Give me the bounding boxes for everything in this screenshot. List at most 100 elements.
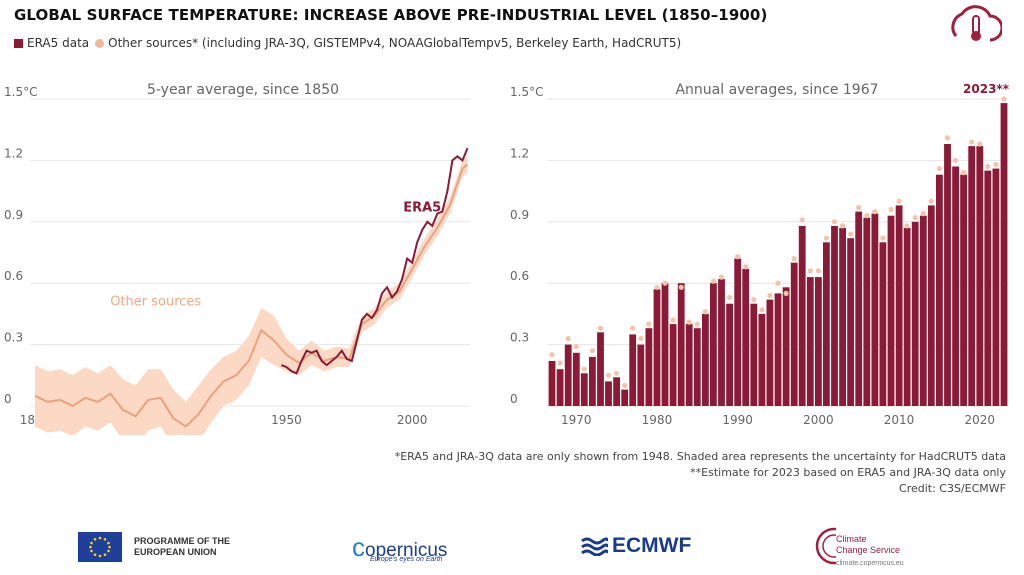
era5-bar bbox=[766, 299, 774, 406]
era5-bar bbox=[589, 356, 596, 406]
annotation-era5: ERA5 bbox=[403, 201, 441, 216]
other-sources-dot bbox=[622, 382, 628, 389]
other-sources-dot bbox=[944, 135, 951, 141]
other-sources-dot bbox=[961, 170, 967, 176]
era5-bar bbox=[580, 373, 588, 406]
other-sources-dot bbox=[581, 366, 587, 372]
era5-bar bbox=[726, 303, 733, 406]
other-sources-dot bbox=[904, 223, 910, 229]
other-sources-dot bbox=[654, 284, 660, 290]
era5-bar bbox=[936, 174, 943, 406]
other-sources-dot bbox=[840, 223, 846, 229]
annotation-2023: 2023** bbox=[963, 82, 1010, 96]
era5-bar bbox=[952, 166, 959, 406]
copernicus-tagline: Europe's eyes on Earth bbox=[370, 556, 443, 563]
other-sources-dot bbox=[686, 319, 692, 325]
chart2-y-tick-label: 0.6 bbox=[510, 269, 529, 283]
era5-bar bbox=[984, 170, 992, 406]
other-sources-dot bbox=[638, 335, 644, 342]
other-sources-dot bbox=[702, 309, 708, 315]
era5-bar bbox=[831, 225, 838, 406]
chart2-x-tick-label: 1980 bbox=[642, 413, 673, 427]
other-sources-dot bbox=[727, 294, 733, 301]
era5-bar bbox=[661, 283, 669, 406]
era5-bar bbox=[960, 174, 967, 406]
era5-bar bbox=[919, 215, 927, 406]
era5-bar bbox=[855, 211, 863, 406]
other-sources-dot bbox=[597, 325, 604, 331]
other-sources-dot bbox=[831, 219, 838, 225]
other-sources-dot bbox=[549, 352, 555, 358]
other-sources-dot bbox=[936, 166, 942, 172]
other-sources-dot bbox=[920, 211, 926, 217]
other-sources-dot bbox=[1001, 96, 1007, 102]
era5-bar bbox=[621, 389, 629, 406]
ecmwf-wordmark: ECMWF bbox=[612, 534, 692, 557]
other-sources-dot bbox=[872, 209, 878, 215]
other-sources-dot bbox=[670, 317, 676, 323]
chart2-y-tick-label: 1.5°C bbox=[510, 85, 543, 99]
chart1-x-tick-label: 2000 bbox=[397, 413, 428, 427]
era5-bar bbox=[750, 303, 758, 406]
other-sources-dot bbox=[815, 268, 821, 274]
other-sources-dot bbox=[912, 215, 918, 221]
other-sources-dot bbox=[848, 231, 854, 237]
era5-bar bbox=[823, 242, 830, 406]
era5-bar bbox=[790, 262, 798, 406]
c3s-line2: Change Service bbox=[836, 545, 901, 555]
other-sources-dot bbox=[775, 280, 781, 286]
chart1-y-tick-label: 0.9 bbox=[4, 208, 23, 222]
other-sources-dot bbox=[864, 213, 870, 219]
chart1-gridlines bbox=[30, 98, 470, 407]
c3s-text: Climate Change Service bbox=[836, 534, 900, 556]
ecmwf-logo: ECMWF bbox=[580, 534, 691, 558]
eu-programme-text: PROGRAMME OF THE EUROPEAN UNION bbox=[134, 536, 230, 558]
legend: ERA5 data Other sources* (including JRA-… bbox=[14, 36, 681, 50]
ecmwf-wave-icon bbox=[581, 537, 608, 556]
chart2-x-tick-label: 2000 bbox=[803, 413, 834, 427]
era5-bars bbox=[548, 103, 1008, 406]
other-sources-dot bbox=[823, 235, 829, 241]
other-sources-dot bbox=[565, 335, 571, 342]
other-sources-dot bbox=[605, 372, 612, 378]
other-sources-dots bbox=[549, 96, 1007, 389]
other-sources-dot bbox=[759, 307, 765, 313]
chart2-y-tick-label: 0.3 bbox=[510, 331, 529, 345]
footnote-2: **Estimate for 2023 based on ERA5 and JR… bbox=[690, 466, 1006, 479]
footnote-1: *ERA5 and JRA-3Q data are only shown fro… bbox=[394, 450, 1006, 463]
other-sources-dot bbox=[718, 274, 725, 280]
era5-bar bbox=[572, 352, 580, 406]
era5-bar bbox=[758, 313, 766, 406]
chart1-title: 5-year average, since 1850 bbox=[147, 82, 339, 98]
other-sources-dot bbox=[646, 321, 652, 327]
era5-bar bbox=[564, 344, 572, 406]
era5-bar bbox=[903, 227, 911, 406]
era5-bar bbox=[839, 227, 846, 406]
copernicus-logo: copernicus bbox=[352, 532, 447, 563]
other-sources-dot bbox=[662, 280, 668, 286]
other-sources-dot bbox=[977, 141, 983, 147]
era5-bar bbox=[669, 324, 677, 406]
era5-bar bbox=[613, 377, 620, 406]
footnote-credit: Credit: C3S/ECMWF bbox=[899, 482, 1006, 495]
chart1-y-tick-label: 1.5°C bbox=[4, 85, 37, 99]
era5-bar bbox=[911, 221, 919, 406]
era5-bar bbox=[815, 277, 822, 406]
era5-bar bbox=[605, 381, 612, 406]
legend-era5-swatch bbox=[14, 38, 23, 48]
era5-bar bbox=[685, 324, 693, 406]
other-sources-dot bbox=[589, 348, 595, 354]
chart-annual-averages: Annual averages, since 1967 0 0.3 0.6 0.9 1.… bbox=[510, 82, 1010, 427]
era5-bar bbox=[798, 225, 806, 406]
other-sources-dot bbox=[751, 297, 757, 303]
copernicus-wordmark: opernicus bbox=[365, 540, 448, 561]
era5-bar bbox=[887, 215, 895, 406]
chart2-x-tick-label: 2020 bbox=[964, 413, 995, 427]
era5-bar bbox=[927, 205, 935, 406]
era5-bar bbox=[637, 344, 645, 406]
chart-5yr-average: 5-year average, since 1850 0 0.3 0.6 0.9 1.2… bbox=[4, 82, 470, 435]
c3s-line1: Climate bbox=[836, 534, 867, 544]
other-sources-dot bbox=[896, 198, 902, 204]
other-sources-dot bbox=[678, 284, 684, 290]
era5-bar bbox=[895, 205, 903, 406]
